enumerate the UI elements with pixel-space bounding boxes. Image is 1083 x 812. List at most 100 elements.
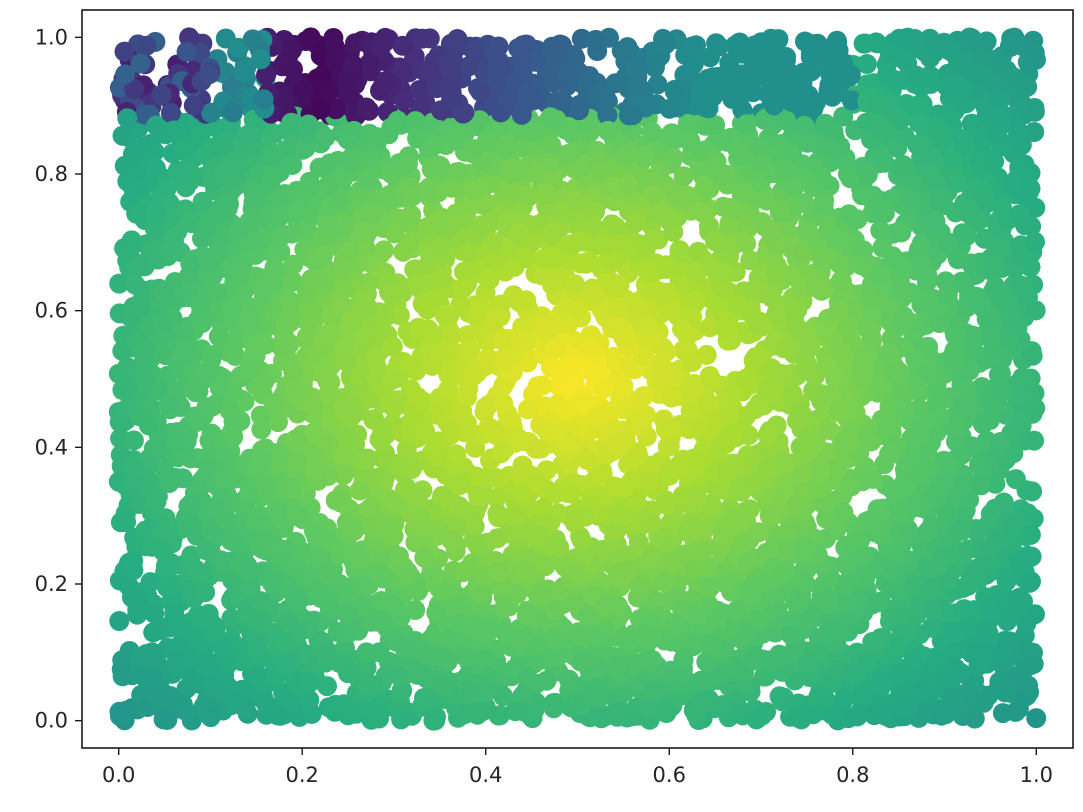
- scatter-point: [799, 610, 820, 631]
- scatter-point: [504, 504, 525, 525]
- scatter-point: [459, 56, 479, 77]
- scatter-point: [673, 166, 694, 187]
- scatter-point: [333, 465, 354, 485]
- scatter-point: [605, 73, 626, 94]
- scatter-point: [381, 163, 402, 184]
- scatter-point: [588, 658, 609, 679]
- scatter-point: [182, 515, 203, 535]
- scatter-point: [605, 216, 626, 237]
- scatter-point: [112, 125, 133, 146]
- scatter-points: [108, 27, 1047, 731]
- scatter-point: [112, 666, 133, 687]
- scatter-point: [180, 253, 201, 274]
- scatter-point: [746, 709, 767, 730]
- scatter-point: [293, 80, 314, 100]
- scatter-point: [135, 520, 156, 541]
- scatter-point: [325, 50, 346, 71]
- scatter-point: [283, 254, 304, 275]
- scatter-point: [900, 524, 921, 545]
- scatter-point: [256, 474, 277, 495]
- scatter-point: [729, 32, 750, 53]
- scatter-point: [937, 569, 958, 590]
- scatter-point: [375, 71, 396, 92]
- scatter-point: [561, 483, 582, 504]
- scatter-point: [192, 191, 213, 212]
- scatter-point: [386, 453, 406, 474]
- scatter-point: [128, 589, 149, 610]
- scatter-point: [736, 114, 757, 135]
- scatter-point: [389, 305, 410, 326]
- scatter-point: [699, 317, 720, 338]
- scatter-point: [959, 360, 980, 381]
- scatter-point: [109, 611, 130, 631]
- scatter-point: [470, 81, 491, 102]
- scatter-point: [693, 202, 714, 223]
- scatter-point: [536, 670, 557, 691]
- scatter-point: [363, 409, 384, 430]
- scatter-point: [407, 128, 428, 149]
- scatter-point: [751, 138, 772, 159]
- scatter-point: [813, 494, 834, 514]
- scatter-point: [405, 111, 426, 132]
- scatter-point: [974, 629, 994, 650]
- scatter-point: [270, 336, 291, 356]
- scatter-point: [909, 239, 929, 260]
- scatter-point: [701, 369, 722, 390]
- scatter-point: [374, 240, 394, 261]
- scatter-point: [391, 709, 412, 730]
- scatter-point: [691, 670, 712, 691]
- scatter-point: [187, 411, 208, 432]
- scatter-point: [355, 238, 376, 259]
- scatter-point: [796, 359, 817, 380]
- scatter-point: [992, 703, 1013, 724]
- scatter-point: [268, 412, 288, 433]
- scatter-point: [945, 325, 966, 346]
- scatter-point: [629, 77, 650, 98]
- scatter-point: [591, 300, 612, 320]
- scatter-point: [582, 339, 602, 360]
- scatter-point: [440, 628, 461, 649]
- scatter-point: [775, 50, 796, 71]
- scatter-point: [141, 668, 162, 689]
- scatter-point: [226, 328, 247, 349]
- scatter-point: [967, 521, 987, 542]
- scatter-point: [457, 387, 477, 408]
- scatter-point: [1011, 412, 1032, 433]
- scatter-point: [728, 481, 749, 502]
- scatter-point: [935, 271, 956, 292]
- scatter-point: [1022, 345, 1043, 366]
- scatter-point: [122, 233, 143, 254]
- scatter-point: [663, 147, 683, 168]
- scatter-point: [961, 689, 982, 710]
- scatter-point: [660, 533, 680, 554]
- scatter-point: [356, 658, 377, 679]
- scatter-point: [124, 454, 145, 475]
- scatter-point: [472, 583, 493, 603]
- scatter-point: [236, 295, 257, 316]
- scatter-point: [792, 321, 813, 342]
- scatter-point: [868, 592, 889, 613]
- scatter-point: [389, 57, 410, 78]
- scatter-point: [853, 240, 874, 261]
- scatter-point: [401, 204, 422, 225]
- scatter-point: [287, 591, 308, 612]
- scatter-point: [192, 313, 213, 333]
- scatter-point: [490, 705, 511, 726]
- scatter-point: [871, 375, 892, 396]
- scatter-point: [325, 99, 346, 120]
- scatter-point: [180, 494, 201, 515]
- scatter-point: [593, 379, 614, 399]
- scatter-point: [462, 194, 483, 215]
- scatter-point: [840, 168, 861, 189]
- scatter-point: [787, 410, 807, 431]
- scatter-point: [980, 410, 1000, 430]
- scatter-point: [475, 397, 496, 418]
- scatter-point: [450, 294, 471, 315]
- scatter-point: [755, 460, 776, 481]
- scatter-point: [110, 512, 131, 533]
- scatter-point: [782, 142, 803, 163]
- scatter-point: [487, 69, 508, 90]
- scatter-point: [512, 685, 533, 706]
- scatter-point: [471, 215, 492, 236]
- scatter-point: [359, 388, 380, 409]
